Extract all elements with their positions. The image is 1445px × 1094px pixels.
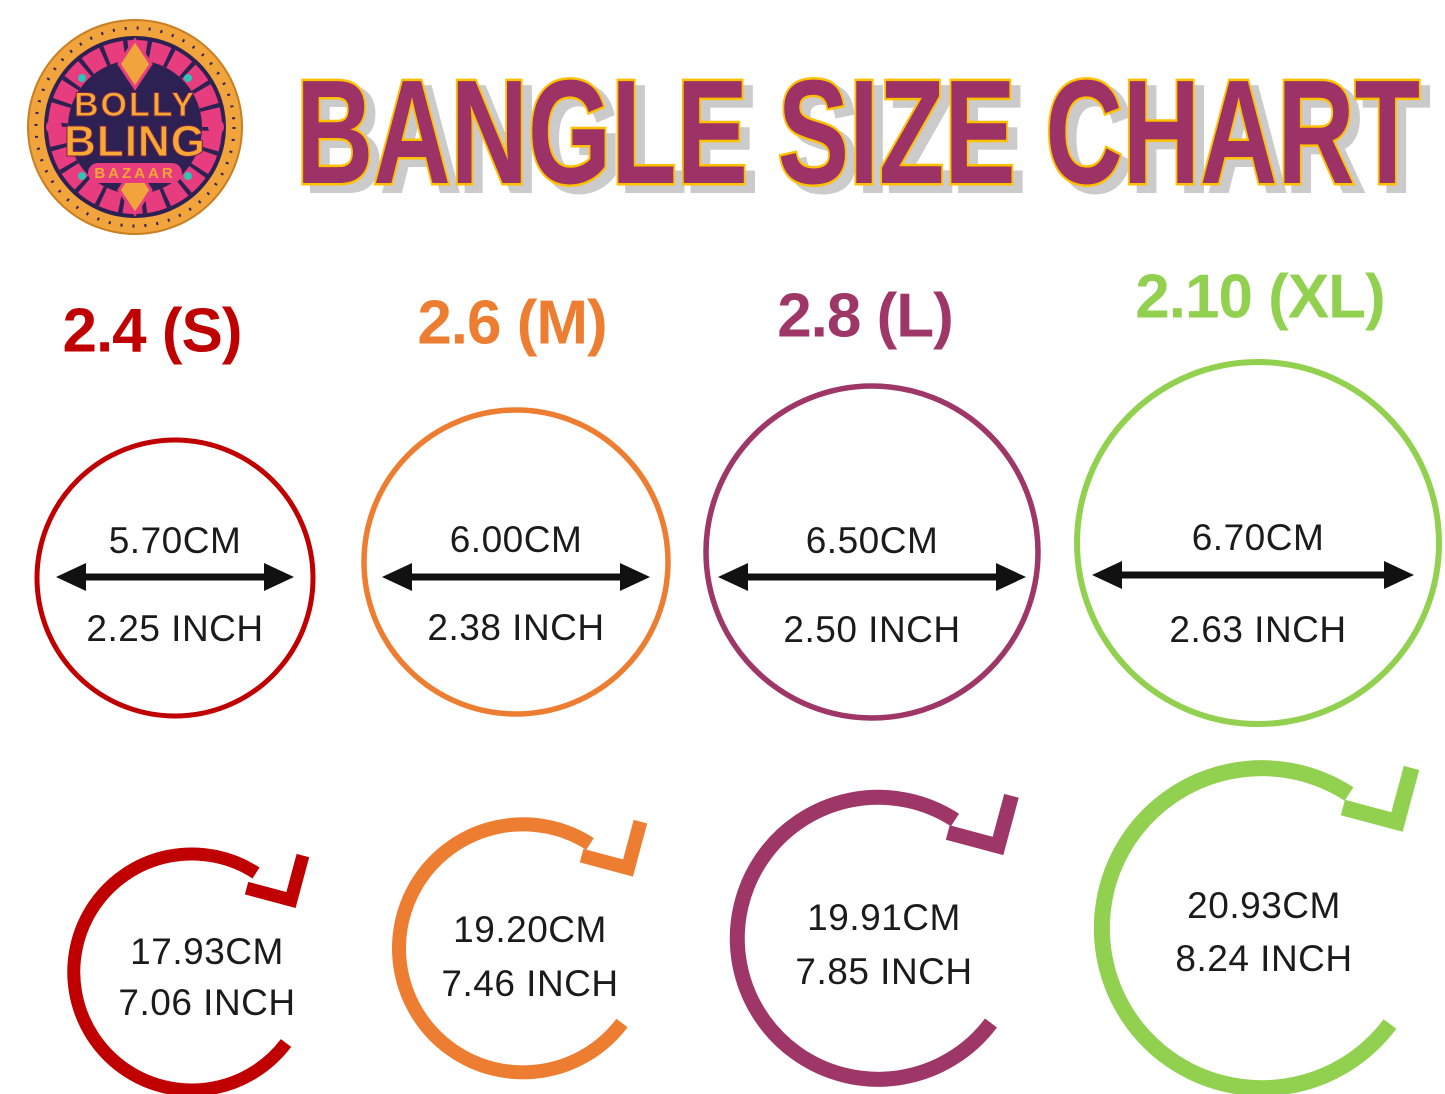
diameter-circle-l (703, 383, 1041, 721)
circumference-inch-xl: 8.24 INCH (1175, 938, 1353, 979)
logo-top-diamond (117, 37, 153, 91)
size-label-m: 2.6 (M) (417, 288, 607, 358)
diameter-circle-xl (1074, 359, 1442, 727)
circumference-inch-m: 7.46 INCH (441, 963, 619, 1004)
circumference-arrows (67, 760, 1420, 1094)
circumference-arc-m (392, 817, 628, 1080)
circumference-arc-xl (1093, 760, 1397, 1094)
diameter-cm-m: 6.00CM (449, 519, 583, 560)
size-label-s: 2.4 (S) (62, 296, 242, 366)
logo-teal-accent (78, 172, 86, 180)
logo-word-bling: BLING (64, 117, 206, 166)
logo-word-bolly: BOLLY (74, 86, 196, 124)
circumference-arrowhead-xl (1340, 765, 1420, 832)
logo-teal-accent (184, 74, 192, 82)
circumference-cm-m: 19.20CM (453, 909, 607, 950)
arrowhead-left-l (718, 563, 748, 591)
diameter-inch-l: 2.50 INCH (783, 609, 961, 650)
diameter-inch-s: 2.25 INCH (86, 608, 264, 649)
diameter-cm-l: 6.50CM (805, 520, 939, 561)
size-label-l: 2.8 (L) (777, 281, 954, 351)
diameter-circle-m (361, 407, 671, 717)
circumference-arrowhead-m (579, 819, 648, 877)
logo-teal-accent (184, 172, 192, 180)
circumference-cm-xl: 20.93CM (1187, 885, 1341, 926)
arrowhead-right-xl (1384, 561, 1414, 589)
logo-left-flower (46, 119, 62, 135)
circumference-cm-l: 19.91CM (807, 897, 961, 938)
page-title-group: BANGLE SIZE CHART BANGLE SIZE CHART (296, 55, 1432, 215)
page-title-shadow: BANGLE SIZE CHART (305, 57, 1429, 215)
circumference-inch-l: 7.85 INCH (795, 951, 973, 992)
logo-teal-accent (78, 74, 86, 82)
size-label-xl: 2.10 (XL) (1135, 262, 1385, 332)
logo-banner (88, 163, 182, 183)
diameter-circle-s (34, 437, 316, 719)
logo-word-bazaar: BAZAAR (94, 165, 175, 182)
arrowhead-left-xl (1092, 561, 1122, 589)
arrowhead-right-s (264, 563, 294, 591)
circumference-inch-s: 7.06 INCH (118, 982, 296, 1023)
circumference-cm-s: 17.93CM (130, 931, 284, 972)
logo-dotted-ring (34, 26, 236, 228)
circumference-arrowhead-l (945, 793, 1019, 856)
diameter-cm-s: 5.70CM (108, 520, 242, 561)
diameter-inch-m: 2.38 INCH (427, 607, 605, 648)
circumference-arc-s (67, 847, 292, 1094)
diameter-arrows (56, 561, 1414, 591)
diameter-inch-xl: 2.63 INCH (1169, 609, 1347, 650)
bolly-bling-bazaar-logo: BOLLY BLING BAZAAR (27, 19, 243, 235)
logo-right-flower (208, 119, 224, 135)
arrowhead-left-s (56, 563, 86, 591)
arrowhead-left-m (382, 563, 412, 591)
arrowhead-right-l (996, 563, 1026, 591)
circumference-arc-l (729, 789, 997, 1087)
arrowhead-right-m (620, 563, 650, 591)
logo-inner-disk (71, 63, 199, 191)
page-title: BANGLE SIZE CHART (296, 55, 1420, 215)
diameter-cm-xl: 6.70CM (1191, 517, 1325, 558)
circumference-arrowhead-s (244, 853, 310, 908)
